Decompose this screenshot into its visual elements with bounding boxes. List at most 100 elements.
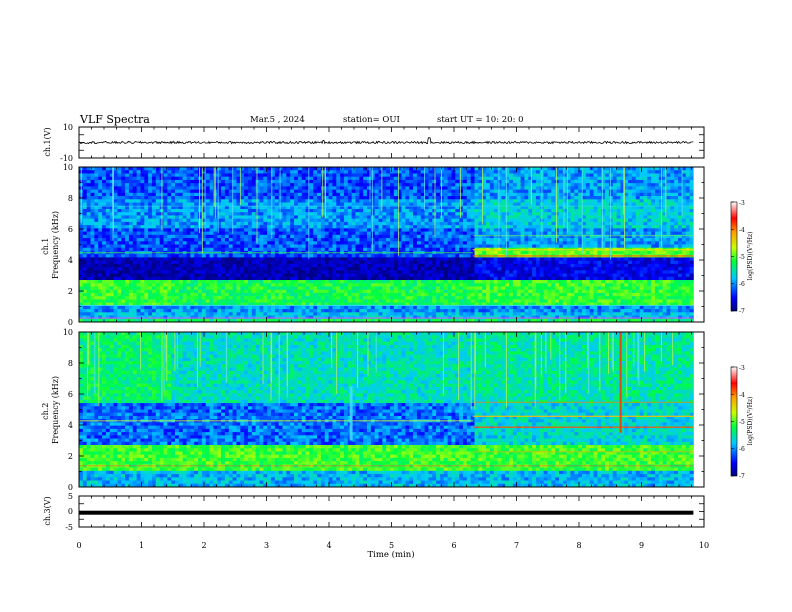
- spectrogram-cell: [244, 247, 249, 252]
- spectrogram-cell: [117, 179, 122, 184]
- spectrogram-cell: [455, 225, 460, 229]
- spectrogram-cell: [144, 170, 149, 174]
- spectrogram-cell: [382, 199, 387, 203]
- spectrogram-cell: [286, 238, 291, 242]
- spectrogram-cell: [428, 183, 433, 187]
- spectrogram-cell: [428, 170, 433, 174]
- spectrogram-cell: [605, 241, 610, 245]
- spectrogram-cell: [524, 208, 529, 213]
- spectrogram-cell: [551, 244, 556, 249]
- spectrogram-cell: [489, 234, 495, 239]
- spectrogram-cell: [236, 208, 241, 213]
- spectrogram-cell: [631, 167, 637, 171]
- spectrogram-cell: [190, 241, 195, 245]
- spectrogram-cell: [551, 225, 556, 229]
- spectrogram-cell: [175, 241, 180, 245]
- spectrogram-cell: [386, 221, 391, 226]
- spectrogram-cell: [247, 263, 253, 268]
- spectrogram-cell: [543, 192, 548, 197]
- spectrogram-cell: [393, 170, 399, 174]
- spectrogram-cell: [639, 199, 644, 203]
- spectrogram-cell: [466, 199, 472, 203]
- spectrogram-cell: [251, 192, 257, 197]
- spectrogram-cell: [136, 186, 141, 191]
- spectrogram-cell: [512, 218, 518, 223]
- spectrogram-cell: [689, 234, 694, 239]
- spectrogram-cell: [102, 263, 107, 268]
- spectrogram-cell: [240, 173, 245, 178]
- spectrogram-cell: [624, 205, 629, 210]
- spectrogram-cell: [631, 192, 637, 197]
- spectrogram-cell: [228, 167, 233, 171]
- spectrogram-cell: [685, 167, 690, 171]
- spectrogram-cell: [654, 250, 660, 255]
- spectrogram-cell: [678, 250, 683, 255]
- spectrogram-cell: [532, 208, 537, 213]
- spectrogram-cell: [278, 263, 283, 268]
- spectrogram-cell: [128, 173, 134, 178]
- spectrogram-cell: [224, 186, 230, 191]
- spectrogram-cell: [190, 186, 195, 191]
- spectrogram-cell: [482, 244, 487, 249]
- spectrogram-cell: [478, 212, 483, 216]
- spectrogram-cell: [666, 170, 671, 174]
- spectrogram-cell: [232, 173, 237, 178]
- spectrogram-cell: [547, 173, 552, 178]
- spectrogram-cell: [605, 208, 610, 213]
- spectrogram-cell: [79, 231, 84, 236]
- spectrogram-cell: [175, 205, 180, 210]
- spectrogram-cell: [247, 221, 253, 226]
- spectrogram-cell: [251, 179, 257, 184]
- spectrogram-cell: [128, 202, 134, 207]
- spectrogram-cell: [305, 173, 310, 178]
- spectrogram-cell: [516, 183, 521, 187]
- spectrogram-cell: [86, 192, 91, 197]
- spectrogram-cell: [128, 221, 134, 226]
- spectrogram-cell: [505, 228, 510, 232]
- spectrogram-cell: [182, 170, 187, 174]
- spectrogram-cell: [397, 179, 402, 184]
- spectrogram-cell: [654, 205, 660, 210]
- spectrogram-cell: [605, 186, 610, 191]
- spectrogram-cell: [98, 215, 103, 220]
- spectrogram-cell: [151, 241, 157, 245]
- spectrogram-cell: [509, 260, 514, 265]
- spectrogram-cell: [390, 205, 395, 210]
- spectrogram-cell: [301, 183, 306, 187]
- spectrogram-cell: [194, 238, 199, 242]
- spectrogram-cell: [221, 228, 226, 232]
- spectrogram-cell: [320, 221, 326, 226]
- spectrogram-cell: [332, 208, 337, 213]
- spectrogram-cell: [497, 212, 502, 216]
- spectrogram-cell: [267, 218, 272, 223]
- spectrogram-cell: [90, 167, 95, 171]
- spectrogram-cell: [305, 202, 310, 207]
- spectrogram-cell: [528, 244, 533, 249]
- spectrogram-cell: [516, 176, 521, 181]
- spectrogram-cell: [432, 173, 437, 178]
- spectrogram-cell: [267, 241, 272, 245]
- spectrogram-cell: [86, 183, 91, 187]
- spectrogram-cell: [566, 196, 571, 200]
- ch1-spectrogram-image: [79, 167, 694, 323]
- spectrogram-cell: [125, 167, 130, 171]
- spectrogram-cell: [94, 212, 99, 216]
- spectrogram-cell: [102, 215, 107, 220]
- spectrogram-cell: [205, 196, 210, 200]
- spectrogram-cell: [286, 225, 291, 229]
- spectrogram-cell: [278, 238, 283, 242]
- spectrogram-cell: [232, 215, 237, 220]
- spectrogram-cell: [259, 215, 264, 220]
- spectrogram-cell: [566, 231, 571, 236]
- spectrogram-cell: [528, 221, 533, 226]
- spectrogram-cell: [82, 263, 88, 268]
- spectrogram-cell: [255, 234, 260, 239]
- spectrogram-cell: [432, 167, 437, 171]
- spectrogram-cell: [620, 173, 625, 178]
- spectrogram-cell: [240, 176, 245, 181]
- spectrogram-cell: [493, 241, 498, 245]
- spectrogram-cell: [597, 205, 602, 210]
- spectrogram-cell: [493, 192, 498, 197]
- spectrogram-cell: [286, 254, 291, 258]
- spectrogram-cell: [121, 254, 126, 258]
